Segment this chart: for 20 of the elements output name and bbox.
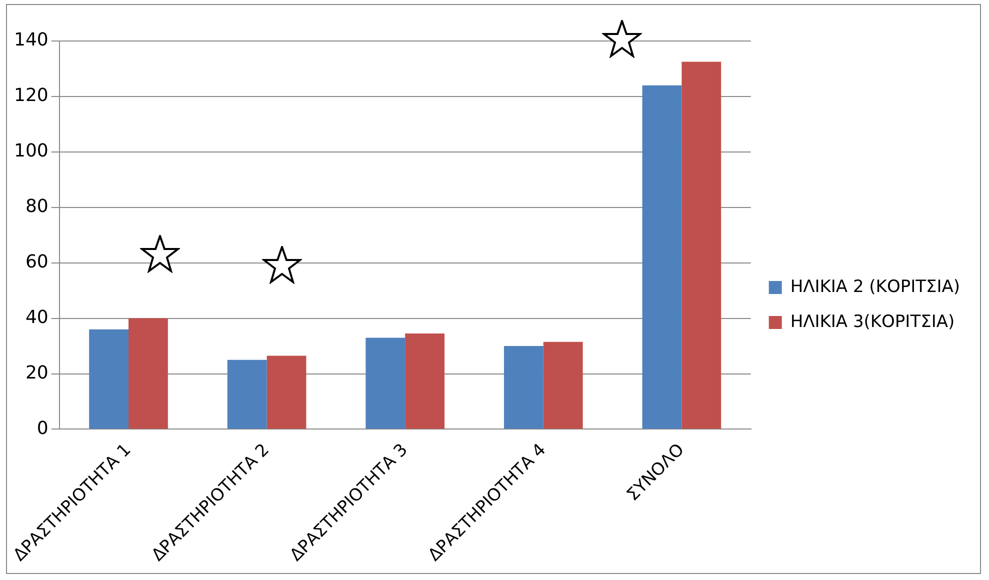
bar <box>266 356 306 429</box>
bar <box>504 346 544 429</box>
bar <box>682 62 722 429</box>
bar <box>227 360 267 429</box>
legend-label: ΗΛΙΚΙΑ 2 (ΚΟΡΙΤΣΙΑ) <box>790 276 960 297</box>
y-tick-label: 60 <box>25 252 48 273</box>
bar <box>128 318 168 429</box>
bar <box>366 338 406 429</box>
bar <box>543 342 583 429</box>
bar <box>89 329 129 429</box>
y-tick-label: 100 <box>14 140 48 162</box>
bar <box>405 334 445 429</box>
y-tick-label: 0 <box>36 418 48 439</box>
bar <box>642 85 682 429</box>
y-tick-label: 40 <box>25 306 48 328</box>
legend-label: ΗΛΙΚΙΑ 3(ΚΟΡΙΤΣΙΑ) <box>790 312 955 332</box>
y-tick-label: 120 <box>14 85 48 106</box>
y-tick-label: 20 <box>25 362 48 384</box>
y-tick-label: 80 <box>25 196 48 218</box>
y-tick-label: 140 <box>14 30 48 51</box>
